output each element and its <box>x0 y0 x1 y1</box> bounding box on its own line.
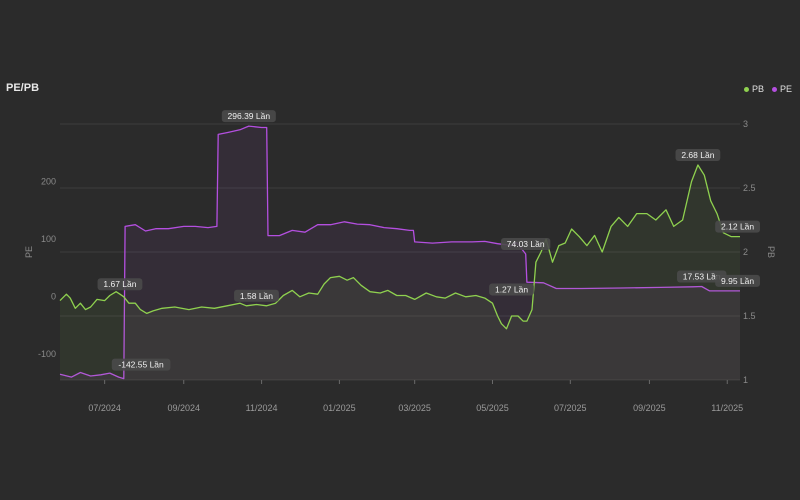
data-label-bg <box>97 278 143 291</box>
data-label-bg <box>715 274 760 287</box>
series-line-pb <box>59 164 740 330</box>
data-label-bg <box>489 283 534 296</box>
data-label-text: -142.55 Lần <box>118 360 164 370</box>
data-label-bg <box>234 289 279 302</box>
y-left-tick-label: -100 <box>38 349 56 359</box>
data-label-pb: 1.27 Lần <box>489 283 534 296</box>
y-right-tick-label: 1.5 <box>743 311 756 321</box>
chart-legend: PB PE <box>743 84 792 94</box>
data-label-pb: 1.58 Lần <box>234 289 279 302</box>
y-right-tick-label: 2.5 <box>743 183 756 193</box>
data-label-bg <box>221 110 276 123</box>
x-tick-label: 07/2024 <box>88 403 121 413</box>
x-tick-label: 11/2025 <box>711 403 743 413</box>
data-label-text: 1.58 Lần <box>240 291 273 301</box>
y-left-tick-label: 100 <box>41 234 56 244</box>
data-label-bg <box>677 270 727 283</box>
legend-item-pe[interactable]: PE <box>771 84 792 94</box>
data-label-text: 1.67 Lần <box>103 279 136 289</box>
data-label-pe: 296.39 Lần <box>221 110 276 123</box>
data-label-text: 2.68 Lần <box>681 150 714 160</box>
data-label-bg <box>675 148 721 161</box>
data-label-pb: 1.67 Lần <box>97 278 143 291</box>
y-left-axis-label: PE <box>24 246 34 258</box>
legend-label-pb: PB <box>751 84 764 94</box>
x-tick-label: 05/2025 <box>476 403 509 413</box>
series-line-pe <box>59 125 741 380</box>
data-label-bg <box>715 220 760 233</box>
legend-dot-pe-icon <box>771 86 777 92</box>
series-area-pe <box>60 126 740 380</box>
data-label-text: 2.12 Lần <box>721 222 754 232</box>
y-right-axis-label: PB <box>766 246 776 258</box>
x-tick-label: 09/2024 <box>167 403 200 413</box>
data-label-pe: 74.03 Lần <box>500 237 551 250</box>
legend-label-pe: PE <box>779 84 792 94</box>
data-label-bg <box>111 358 171 371</box>
y-right-tick-label: 2 <box>743 247 748 257</box>
data-label-text: 17.53 Lần <box>683 271 721 281</box>
y-left-tick-label: 200 <box>41 177 56 187</box>
data-label-pe: 9.95 Lần <box>715 274 760 287</box>
y-right-tick-label: 3 <box>743 119 748 129</box>
x-tick-label: 11/2024 <box>246 403 278 413</box>
data-label-pe: -142.55 Lần <box>111 358 171 371</box>
data-label-text: 9.95 Lần <box>721 276 754 286</box>
legend-dot-pb-icon <box>743 86 749 92</box>
y-right-tick-label: 1 <box>743 375 748 385</box>
x-tick-label: 01/2025 <box>323 403 356 413</box>
y-left-tick-label: 0 <box>51 292 56 302</box>
data-label-pe: 17.53 Lần <box>677 270 727 283</box>
data-label-text: 1.27 Lần <box>495 284 528 294</box>
x-tick-label: 03/2025 <box>398 403 431 413</box>
x-tick-label: 07/2025 <box>554 403 587 413</box>
legend-item-pb[interactable]: PB <box>743 84 764 94</box>
data-label-pb: 2.68 Lần <box>675 148 721 161</box>
data-label-pb: 2.12 Lần <box>715 220 760 233</box>
data-label-text: 296.39 Lần <box>228 111 271 121</box>
x-tick-label: 09/2025 <box>633 403 666 413</box>
data-label-text: 74.03 Lần <box>507 239 545 249</box>
series-area-pb <box>60 165 740 380</box>
data-label-bg <box>500 237 551 250</box>
chart-title: PE/PB <box>6 82 40 94</box>
